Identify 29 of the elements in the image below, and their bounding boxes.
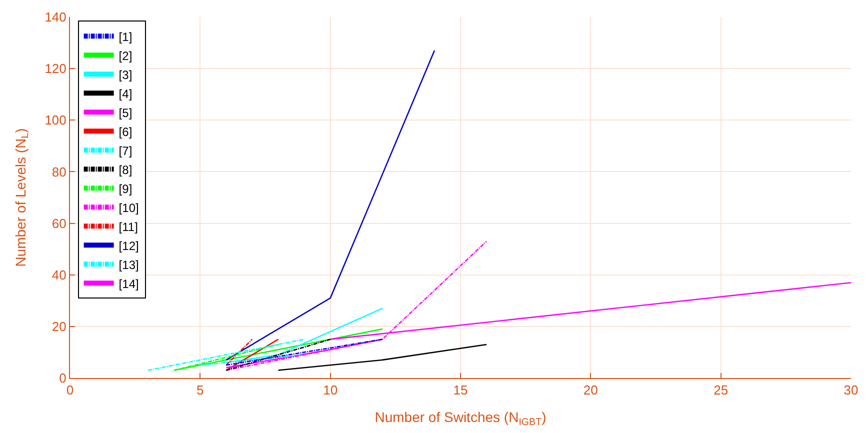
y-tick-label: 140 bbox=[44, 10, 66, 25]
x-tick-label: 25 bbox=[714, 382, 728, 398]
legend-label: [5] bbox=[118, 106, 132, 120]
legend-label: [12] bbox=[118, 238, 139, 253]
y-tick-label: 120 bbox=[44, 61, 66, 76]
legend-label: [8] bbox=[118, 162, 132, 177]
legend-label: [4] bbox=[118, 86, 132, 101]
legend-label: [10] bbox=[118, 200, 139, 215]
x-axis-title: Number of Switches (N$_{IGBT}$) bbox=[374, 408, 546, 428]
x-tick-label: 15 bbox=[453, 382, 468, 398]
legend-label: [3] bbox=[118, 68, 132, 82]
legend-label: [14] bbox=[118, 276, 139, 291]
legend-label: [7] bbox=[118, 144, 132, 158]
legend-label: [9] bbox=[118, 182, 132, 196]
y-tick-label: 0 bbox=[59, 370, 66, 386]
legend-label: [6] bbox=[118, 124, 132, 139]
y-tick-label: 40 bbox=[52, 267, 66, 282]
legend-label: [11] bbox=[118, 220, 138, 234]
legend-label: [2] bbox=[118, 48, 132, 63]
x-tick-label: 30 bbox=[844, 382, 858, 398]
y-tick-label: 20 bbox=[52, 318, 66, 334]
y-tick-label: 100 bbox=[44, 112, 66, 128]
x-tick-label: 20 bbox=[583, 382, 598, 398]
x-tick-label: 10 bbox=[323, 382, 338, 398]
y-tick-label: 80 bbox=[52, 164, 66, 180]
legend-label: [1] bbox=[118, 30, 132, 44]
x-tick-label: 5 bbox=[196, 382, 204, 398]
legend-label: [13] bbox=[118, 258, 139, 272]
y-tick-label: 60 bbox=[52, 216, 66, 231]
